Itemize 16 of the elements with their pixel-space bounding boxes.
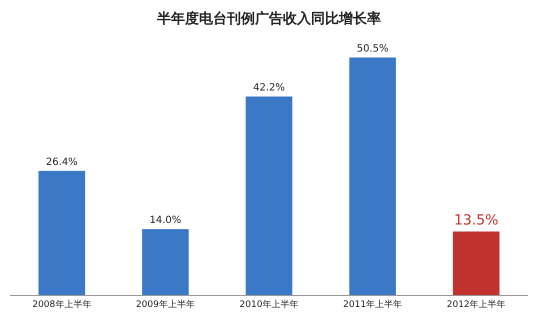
chart-title: 半年度电台刊例广告收入同比增长率 (156, 10, 381, 27)
x-tick-label: 2010年上半年 (240, 298, 298, 310)
data-label: 14.0% (150, 215, 182, 226)
data-label: 42.2% (253, 82, 285, 94)
data-label: 13.5% (454, 212, 498, 229)
bar (142, 229, 189, 295)
x-tick-label: 2009年上半年 (136, 298, 195, 310)
data-label: 26.4% (46, 156, 78, 168)
x-tick-label: 2012年上半年 (446, 298, 506, 310)
bar (246, 96, 292, 295)
x-tick-label: 2011年上半年 (343, 298, 402, 310)
bar (38, 170, 86, 295)
bar (452, 232, 500, 295)
x-tick-label: 2008年上半年 (32, 298, 92, 310)
bar (349, 58, 396, 295)
data-label: 50.5% (356, 44, 388, 54)
